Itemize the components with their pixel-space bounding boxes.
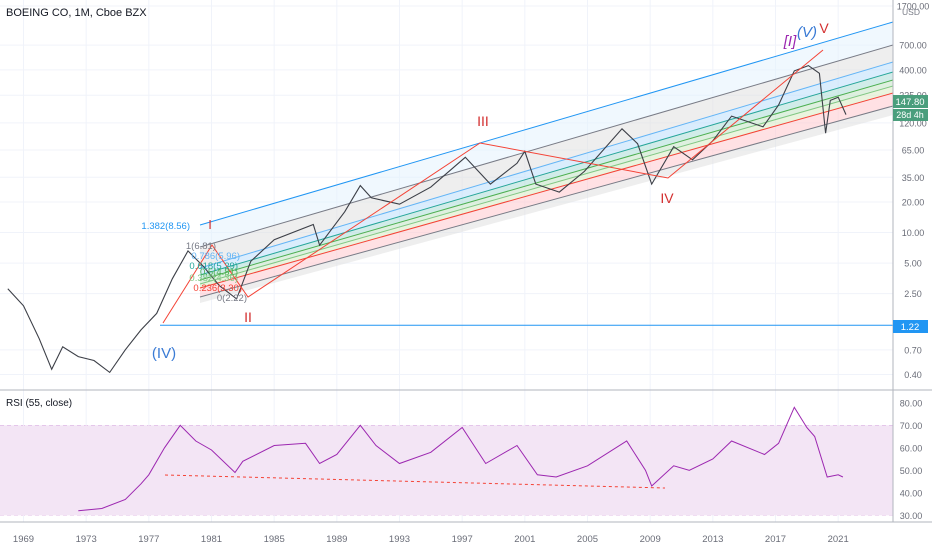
- wave-label-iii: III: [477, 113, 489, 129]
- wave-label-i: I: [208, 217, 212, 232]
- time-tick-label: 2017: [765, 534, 786, 545]
- price-tick-label: 0.70: [904, 345, 922, 355]
- fib-channel: [199, 21, 894, 303]
- rsi-title: RSI (55, close): [6, 398, 72, 409]
- rsi-band: [0, 425, 893, 516]
- last-price-badge-bg: [893, 95, 928, 108]
- rsi-tick-label: 40.00: [900, 488, 923, 498]
- rsi-tick-label: 60.00: [900, 443, 923, 453]
- channel-band-382: [200, 86, 893, 288]
- wave-label-iv: IV: [660, 190, 674, 206]
- time-tick-label: 1973: [76, 534, 97, 545]
- rsi-series: [78, 406, 844, 512]
- rsi-tick-label: 30.00: [900, 511, 923, 521]
- price-badges: 147.80 28d 4h 1.22: [893, 95, 928, 333]
- channel-band-top: [200, 45, 893, 268]
- price-tick-label: 120.00: [899, 118, 927, 128]
- time-tick-label: 2013: [702, 534, 723, 545]
- time-tick-label: 1993: [389, 534, 410, 545]
- price-tick-label: 5.00: [904, 259, 922, 269]
- channel-line-0: [199, 105, 894, 298]
- fib-label-1: 1(6.81): [186, 241, 216, 252]
- channel-band-bottom: [200, 106, 893, 303]
- price-tick-label: 700.00: [899, 41, 927, 51]
- price-tick-label: 0.40: [904, 370, 922, 380]
- symbol-title: BOEING CO, 1M, Cboe BZX: [6, 7, 147, 19]
- fib-label-1382: 1.382(8.56): [141, 221, 190, 232]
- fib-labels: 1.382(8.56) 1(6.81) 0.786(5.96) 0.618(5.…: [141, 221, 247, 304]
- wave-label-i-purple: [I]: [783, 33, 797, 50]
- wave-label-v: V: [819, 20, 829, 36]
- channel-line-5: [199, 79, 894, 281]
- wave-label-v-blue: (V): [797, 24, 817, 41]
- wave-label-ii: II: [244, 309, 252, 325]
- last-price-badge: 147.80: [895, 97, 924, 108]
- wave-label-iv-blue: (IV): [152, 345, 176, 362]
- channel-band-618: [200, 72, 893, 280]
- time-tick-label: 1977: [138, 534, 159, 545]
- channel-line-1382: [199, 21, 894, 226]
- channel-line-382: [199, 85, 894, 285]
- rsi-tick-label: 70.00: [900, 421, 923, 431]
- channel-band-outer-top: [200, 22, 893, 247]
- fib-label-0: 0(2.22): [217, 293, 247, 304]
- wave-zigzag: [162, 49, 824, 324]
- fib-label-382: 0.382(4.36): [189, 273, 238, 284]
- rsi-trendline: [164, 474, 666, 489]
- countdown-badge-bg: [893, 109, 928, 121]
- time-tick-label: 2005: [577, 534, 598, 545]
- support-badge-bg: [893, 320, 928, 333]
- price-tick-label: 2.50: [904, 289, 922, 299]
- channel-band-786: [200, 62, 893, 275]
- channel-line-236: [199, 92, 894, 289]
- time-tick-label: 1997: [452, 534, 473, 545]
- fib-label-786: 0.786(5.96): [191, 251, 240, 262]
- fib-label-5: 0.5(4.81): [200, 267, 238, 278]
- rsi-tick-label: 50.00: [900, 466, 923, 476]
- price-tick-label: 65.00: [902, 145, 925, 155]
- price-tick-label: 400.00: [899, 65, 927, 75]
- fib-label-618: 0.618(5.29): [189, 261, 238, 272]
- channel-line-1: [199, 44, 894, 248]
- rsi-tick-label: 80.00: [900, 398, 923, 408]
- support-badge: 1.22: [901, 322, 920, 333]
- time-tick-label: 1981: [201, 534, 222, 545]
- time-axis[interactable]: 1969 1973 1977 1981 1985 1989 1993 1997 2001 2005…: [13, 534, 849, 545]
- price-series: [7, 64, 847, 374]
- time-tick-label: 1989: [326, 534, 347, 545]
- time-tick-label: 2001: [514, 534, 535, 545]
- price-tick-label: 10.00: [902, 228, 925, 238]
- price-tick-label: 35.00: [902, 173, 925, 183]
- price-tick-label: 20.00: [902, 197, 925, 207]
- currency-label: USD: [902, 7, 920, 17]
- fib-label-236: 0.236(3.30): [193, 283, 242, 294]
- channel-band-236: [200, 93, 893, 297]
- countdown-badge: 28d 4h: [896, 110, 924, 120]
- rsi-axis[interactable]: 80.00 70.00 60.00 50.00 40.00 30.00: [900, 398, 923, 521]
- price-tick-label: 1700.00: [897, 2, 930, 12]
- time-tick-label: 1985: [264, 534, 285, 545]
- channel-line-786: [199, 61, 894, 269]
- time-tick-label: 1969: [13, 534, 34, 545]
- time-tick-label: 2021: [828, 534, 849, 545]
- wave-labels: (IV) I II III IV [I] (V) V: [152, 20, 829, 362]
- time-tick-label: 2009: [640, 534, 661, 545]
